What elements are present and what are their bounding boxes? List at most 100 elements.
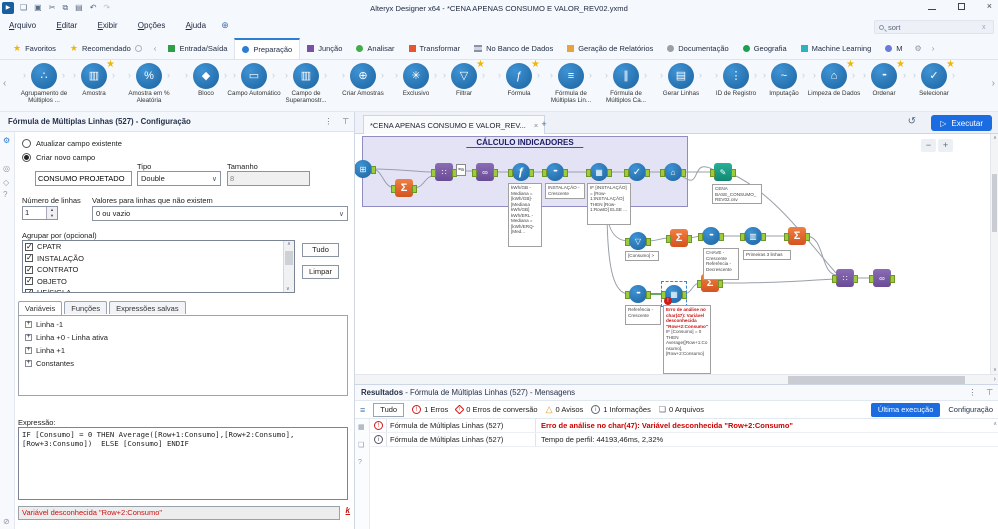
annotation-output-file[interactable]: CENA BASE_CONSUMO_REV02.csv (712, 184, 762, 204)
global-search-box[interactable]: x (874, 20, 994, 34)
palette-tool-criar-amostras[interactable]: ⊕Criar Amostras (336, 63, 390, 97)
checkbox-checked-icon[interactable] (25, 265, 33, 274)
checkbox-checked-icon[interactable] (25, 276, 33, 286)
menu-exibir[interactable]: Exibir (97, 21, 118, 30)
annotation-formula[interactable]: kWh/GB - Mediana = [kWh/GB]-[Mediana kWh… (508, 183, 542, 247)
filter-files[interactable]: ❏ 0 Arquivos (658, 405, 705, 414)
annotation-sort-instalacao[interactable]: INSTALAÇÃO - Crescente (545, 183, 585, 199)
tab-analisar[interactable]: Analisar (349, 38, 401, 59)
filter-all-button[interactable]: Tudo (373, 402, 405, 417)
tag-icon[interactable]: ◇ (3, 178, 10, 187)
last-run-toggle[interactable]: Última execução (870, 402, 941, 417)
expand-icon[interactable] (25, 333, 32, 341)
checkbox-checked-icon[interactable] (25, 242, 33, 251)
canvas-tool-union[interactable]: ∞ (472, 163, 498, 181)
scroll-down-icon[interactable]: ∨ (993, 367, 997, 373)
palette-tool-selecionar[interactable]: ✓Selecionar (907, 63, 961, 97)
tab-favoritos[interactable]: ★ Favoritos (13, 43, 56, 53)
palette-tool-formula[interactable]: ƒFórmula (492, 63, 546, 97)
tab-geracao-de-relatorios[interactable]: Geração de Relatórios (560, 38, 660, 59)
annotation-sort-referencia[interactable]: Referência - Crescente (625, 305, 661, 325)
canvas-tool-sort[interactable]: ••• (542, 163, 568, 181)
canvas-tool-filter[interactable]: ▽ (625, 232, 651, 250)
scroll-right-icon[interactable]: › (993, 376, 996, 383)
scroll-up-icon[interactable]: ∧ (993, 135, 997, 141)
palette-tool-amostra-em-percent[interactable]: %Amostra em % Aleatória (122, 63, 176, 104)
radio-criar-novo-campo[interactable]: Criar novo campo (22, 153, 95, 162)
canvas-tool-summarize[interactable]: Σ (666, 229, 692, 247)
palette-tool-imputacao[interactable]: ~Imputação (757, 63, 811, 97)
results-scroll-up-icon[interactable]: ∧ (993, 421, 997, 427)
tab-machine-learning[interactable]: Machine Learning (794, 38, 879, 59)
radio-atualizar-campo[interactable]: Atualizar campo existente (22, 139, 122, 148)
canvas-tool-data-cleansing[interactable]: ⌂ (660, 163, 686, 181)
tab-documentacao[interactable]: Documentação (660, 38, 735, 59)
new-field-name-input[interactable] (35, 171, 132, 186)
group-item-cpatr[interactable]: CPATR (23, 241, 294, 253)
group-item-instalacao[interactable]: INSTALAÇÃO (23, 253, 294, 265)
scroll-up-icon[interactable]: ∧ (287, 241, 291, 247)
palette-tool-limpeza-de-dados[interactable]: ⌂Limpeza de Dados (807, 63, 861, 97)
tab-entrada-saida[interactable]: Entrada/Saída (161, 38, 234, 59)
menu-arquivo[interactable]: Arquivo (9, 21, 37, 30)
group-item-uf-sigla[interactable]: UF/SIGLA (23, 287, 294, 292)
gear-icon[interactable]: ⚙ (3, 136, 11, 145)
tab-settings-gear-icon[interactable]: ⚙ (914, 44, 922, 53)
canvas-tool-join-multiple[interactable]: ∷ (431, 163, 457, 181)
zoom-out-button[interactable]: − (921, 139, 936, 152)
canvas-tool-join[interactable]: ∷ (832, 269, 858, 287)
stepper-down-icon[interactable]: ▼ (47, 213, 57, 219)
canvas-tool-sort[interactable]: ••• (625, 285, 651, 303)
canvas-tool-summarize[interactable]: Σ (784, 227, 810, 245)
grid-view-icon[interactable]: ▦ (358, 424, 365, 431)
message-row-error[interactable]: ! Fórmula de Múltiplas Linhas (527) Erro… (371, 419, 998, 433)
palette-tool-formula-de-multiplas-linhas[interactable]: ≡Fórmula de Múltiplas Lin... (544, 63, 598, 104)
tree-item-constantes[interactable]: Constantes (25, 359, 347, 368)
checkbox-checked-icon[interactable] (25, 288, 33, 292)
canvas-annotation-eq-a[interactable]: =a (456, 164, 466, 176)
annotation-error-tool[interactable]: Erro de análise no char(47): Variável de… (663, 305, 711, 374)
tab-variaveis[interactable]: Variáveis (18, 301, 63, 315)
expand-icon[interactable] (25, 359, 32, 367)
tab-preparacao[interactable]: Preparação (234, 38, 301, 59)
annotation-sample[interactable]: Primeiras 3 linhas (743, 250, 791, 260)
expand-icon[interactable] (25, 320, 32, 328)
new-tab-button[interactable]: + (541, 119, 547, 129)
pin-icon[interactable]: ⊤ (986, 388, 993, 397)
scroll-down-icon[interactable]: ∨ (286, 286, 290, 292)
annotation-multi-row[interactable]: IF [INSTALAÇÃO] = [Row-1:INSTALAÇÃO] THE… (587, 183, 631, 225)
cut-icon[interactable]: ✂ (48, 3, 56, 12)
type-dropdown[interactable]: Double (137, 171, 221, 186)
run-workflow-button[interactable]: ▷ Executar (931, 115, 992, 131)
canvas-vertical-scrollbar[interactable]: ∧ ∨ (990, 134, 998, 374)
scroll-thumb[interactable] (285, 251, 293, 265)
panel-menu-icon[interactable]: ⋮ (324, 117, 333, 126)
listbox-scrollbar[interactable]: ∧ ∨ (283, 241, 294, 292)
paste-icon[interactable]: ▤ (75, 3, 83, 12)
workflow-tab[interactable]: *CENA APENAS CONSUMO E VALOR_REV... × (363, 115, 546, 134)
menu-opcoes[interactable]: Opções (137, 21, 166, 30)
scroll-thumb[interactable] (788, 376, 965, 384)
minimize-button[interactable] (927, 8, 936, 10)
stepper-arrows[interactable]: ▲ ▼ (46, 207, 57, 219)
annotation-filter[interactable]: [Consumo] > 0 (625, 251, 659, 261)
tab-transformar[interactable]: Transformar (402, 38, 468, 59)
redo-icon[interactable]: ↷ (103, 3, 111, 12)
filter-conversion-errors[interactable]: ! 0 Erros de conversão (454, 404, 538, 415)
canvas-tool-formula[interactable]: ƒ (508, 163, 534, 181)
palette-tool-amostra[interactable]: ▥Amostra (67, 63, 121, 97)
search-input[interactable] (888, 22, 978, 32)
tree-item-linha-mais-1[interactable]: Linha +1 (25, 346, 347, 355)
navigation-icon[interactable]: ◎ (3, 164, 10, 173)
palette-tool-id-de-registro[interactable]: ⋮ID de Registro (709, 63, 763, 97)
palette-tool-campo-de-superamostragem[interactable]: ▥Campo de Superamostr... (279, 63, 333, 104)
expression-editor[interactable]: IF [Consumo] = 0 THEN Average([Row+1:Con… (18, 427, 348, 500)
palette-scroll-left-icon[interactable]: ‹ (3, 78, 7, 89)
canvas-tool-select[interactable]: ✓ (624, 163, 650, 181)
scroll-tabs-right-icon[interactable]: › (931, 44, 935, 53)
palette-tool-ordenar[interactable]: •••Ordenar (857, 63, 911, 97)
filter-errors[interactable]: ! 1 Erros (412, 405, 448, 414)
restore-button[interactable] (957, 2, 965, 10)
num-rows-stepper[interactable]: 1 ▲ ▼ (22, 206, 58, 220)
